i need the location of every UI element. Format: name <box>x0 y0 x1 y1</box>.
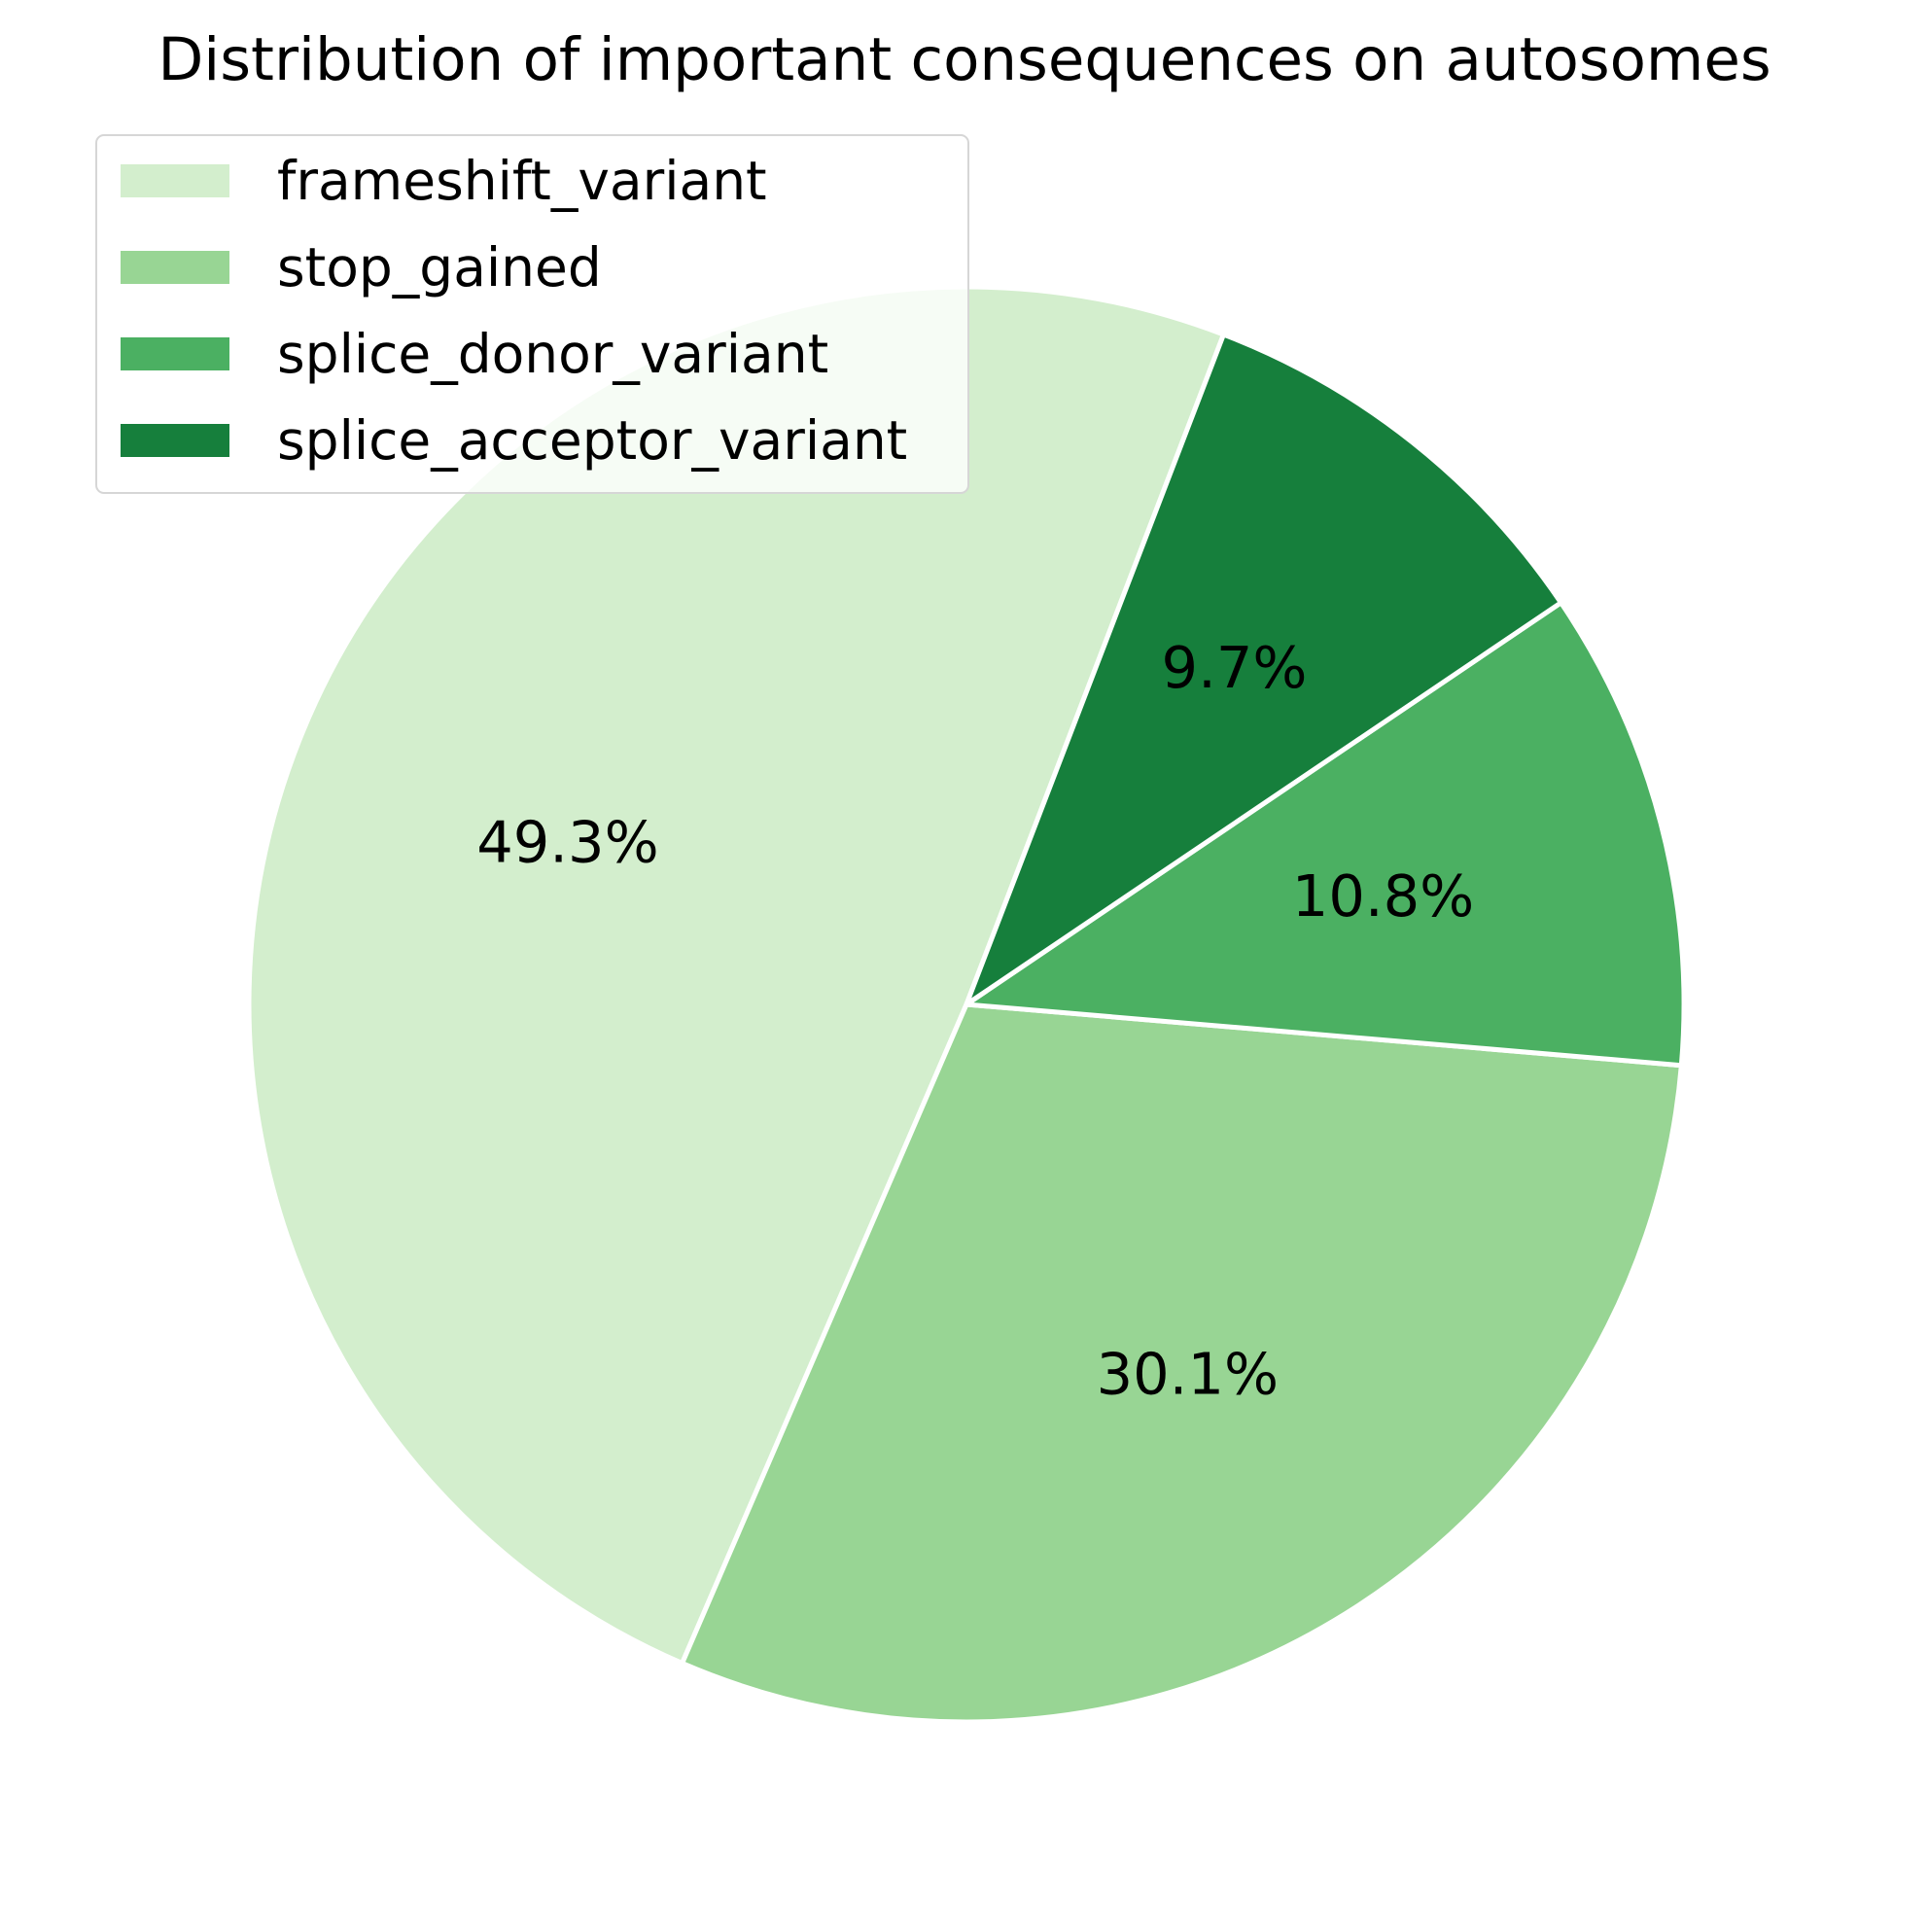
percent-label-splice-acceptor-variant: 9.7% <box>1162 634 1308 701</box>
legend-swatch-splice-donor-variant <box>121 337 229 370</box>
pie-slice-splice-acceptor-variant <box>964 332 1564 1007</box>
legend: frameshift_variant stop_gained splice_dono… <box>95 134 969 494</box>
chart-title: Distribution of important consequences o… <box>158 25 1771 94</box>
pie-wedges <box>246 284 1687 1725</box>
legend-label-stop-gained: stop_gained <box>277 236 602 299</box>
legend-frame <box>95 134 969 494</box>
legend-label-frameshift-variant: frameshift_variant <box>277 150 767 212</box>
legend-label-splice-acceptor-variant: splice_acceptor_variant <box>277 409 907 472</box>
legend-swatch-splice-acceptor-variant <box>121 424 229 457</box>
pie-slice-stop-gained <box>680 1001 1684 1725</box>
percent-label-frameshift-variant: 49.3% <box>476 808 658 875</box>
legend-swatch-stop-gained <box>121 251 229 284</box>
percent-label-splice-donor-variant: 10.8% <box>1292 862 1474 930</box>
legend-items: frameshift_variant stop_gained splice_dono… <box>121 150 907 472</box>
legend-label-splice-donor-variant: splice_donor_variant <box>277 323 828 385</box>
legend-swatch-frameshift-variant <box>121 164 229 197</box>
percent-label-stop-gained: 30.1% <box>1097 1340 1279 1407</box>
pie-slice-splice-donor-variant <box>964 600 1687 1069</box>
percent-labels: 49.3% 30.1% 10.8% 9.7% <box>476 634 1474 1408</box>
